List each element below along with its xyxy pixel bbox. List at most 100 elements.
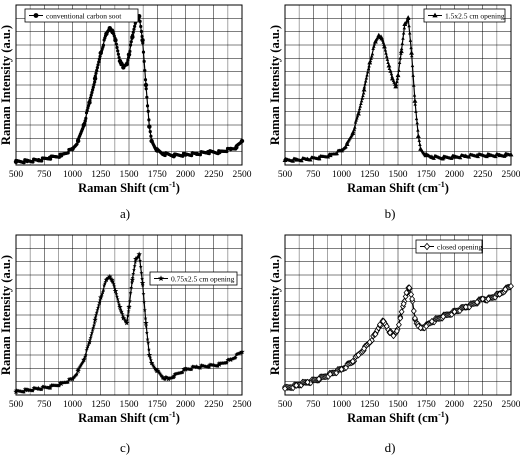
data-point [155,148,160,153]
data-point [140,38,145,43]
marker [117,302,122,307]
legend-marker [158,275,164,282]
data-point [496,290,503,298]
x-tick-label: 500 [9,400,24,410]
data-point [160,374,166,380]
data-point [149,138,154,144]
data-point [376,32,382,38]
data-point [327,370,334,378]
marker [89,330,94,335]
marker [355,114,360,118]
marker [418,142,422,146]
marker [120,311,125,316]
chart-panel-c: 500 750 1000 1250 1500 1750 2000 2250 2500 Raman … [0,234,252,455]
series-b-0 [282,15,514,163]
marker [386,60,390,64]
x-tick-label: 1000 [332,170,351,180]
marker [362,85,367,89]
marker [138,264,143,269]
data-point [305,156,311,161]
marker [370,54,374,58]
data-point [397,314,404,322]
marker [75,371,79,376]
data-point [440,155,446,160]
series-c-0 [13,251,245,395]
marker [380,38,385,42]
marker [89,93,93,97]
marker [190,154,194,158]
x-tick-label: 1750 [148,400,167,410]
data-point [403,289,410,297]
data-point [355,351,362,359]
data-point [136,251,142,257]
x-tick-label: 1500 [389,170,408,180]
marker [407,24,411,28]
data-point [474,298,481,306]
marker [358,104,363,108]
data-point [113,38,118,43]
marker [144,330,149,335]
marker [399,51,403,55]
legend: 0.75x2.5 cm opening [149,271,238,286]
data-point [120,315,127,321]
data-point [143,320,149,326]
marker [395,321,402,329]
data-point [146,352,153,358]
legend-marker [423,242,431,251]
marker [450,156,454,160]
data-point [361,87,367,92]
data-point [440,313,447,321]
marker [93,315,98,320]
data-point [86,339,93,345]
marker [233,355,238,360]
marker [335,151,339,156]
marker [198,366,203,370]
x-tick-label: 2250 [473,170,492,180]
x-tick-label: 750 [37,400,52,410]
marker [92,320,97,325]
marker [128,49,132,53]
marker [84,111,89,115]
marker [146,109,150,113]
marker [95,308,100,312]
marker [143,78,148,82]
data-point [98,294,104,300]
data-point [239,348,245,355]
legend-box [24,8,139,23]
marker [416,128,420,132]
marker [126,309,131,313]
data-point [356,111,361,116]
marker [412,93,417,97]
marker [363,82,367,86]
marker [353,120,358,124]
data-point [508,282,514,290]
marker [88,335,93,340]
data-point [366,338,373,346]
marker [22,390,27,394]
data-point [387,329,394,337]
marker [95,68,99,73]
marker [144,87,148,91]
data-point [361,345,368,353]
marker [139,270,144,275]
marker [128,290,133,295]
legend-box [415,239,483,254]
marker [148,355,153,360]
data-point [25,158,30,164]
marker [94,71,98,75]
data-point [418,146,424,151]
marker [115,294,119,299]
data-point [24,387,31,393]
x-tick-label: 2500 [502,400,520,410]
data-point [390,332,397,340]
marker [384,54,389,58]
data-point [58,380,64,387]
marker [142,59,146,63]
marker [157,370,162,375]
marker [361,93,365,98]
marker [224,360,229,365]
marker [85,345,90,350]
marker [130,275,135,280]
marker [372,44,376,48]
grid [284,235,512,395]
